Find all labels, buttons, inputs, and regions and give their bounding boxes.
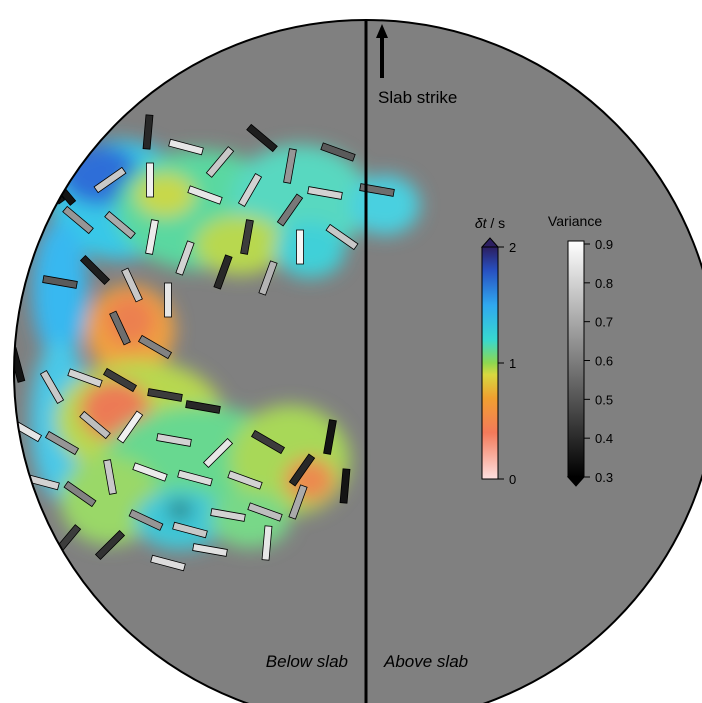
splitting-bar [187,185,223,205]
splitting-bar [132,462,168,482]
splitting-bar [250,429,286,455]
splitting-bar [109,310,131,346]
splitting-bar [121,267,143,303]
splitting-bar [325,223,359,251]
splitting-bar [14,347,26,383]
splitting-bar [205,146,235,178]
splitting-bar [307,186,343,200]
variance-tick: 0.5 [595,392,613,407]
delay-time-colorbar: δt / s 2 1 0 [475,215,516,487]
splitting-bar [339,468,351,504]
splitting-bar [296,229,304,265]
variance-tick: 0.4 [595,431,613,446]
splitting-bar [104,210,136,240]
variance-tick: 0.8 [595,276,613,291]
splitting-bar [62,205,94,235]
below-slab-label: Below slab [266,652,348,671]
splitting-bar [288,453,316,487]
splitting-bar [283,148,297,184]
splitting-bar [288,484,308,520]
delay-time-tick: 0 [509,472,516,487]
splitting-bar [103,459,117,495]
splitting-bar [227,470,263,490]
delay-time-tick: 2 [509,240,516,255]
variance-colorbar: Variance 0.3 0.4 0.5 0.6 0.7 0.8 0.9 [548,213,613,487]
variance-tick: 0.9 [595,237,613,252]
variance-colorbar-title: Variance [548,213,602,229]
splitting-bar [359,183,395,197]
splitting-bar [320,142,356,162]
splitting-bar [246,123,278,153]
splitting-bar [150,554,186,572]
splitting-bar [93,166,127,194]
splitting-bar [192,543,228,557]
splitting-bar [261,525,273,561]
splitting-bar [102,367,138,393]
splitting-bar [38,171,66,205]
delay-time-colorbar-title: δt / s [475,215,505,231]
splitting-bar [94,529,126,561]
splitting-bar [63,480,97,508]
splitting-bar [258,260,278,296]
splitting-bar [67,368,103,388]
delay-time-tick: 1 [509,356,516,371]
slab-strike-label: Slab strike [378,88,457,107]
slab-strike-arrow [376,24,388,78]
variance-tick: 0.7 [595,315,613,330]
splitting-bar [116,410,144,444]
splitting-bar [210,508,246,522]
splitting-bar [79,410,111,440]
splitting-bar [240,219,254,255]
splitting-bar [39,369,65,405]
splitting-bar [142,114,154,150]
splitting-bar [172,521,208,539]
splitting-bar [146,162,154,198]
splitting-bar [177,469,213,487]
splitting-bar [175,240,195,276]
variance-tick: 0.6 [595,354,613,369]
splitting-bar [202,437,234,469]
delay-time-field [30,140,420,550]
splitting-bar [168,138,204,156]
splitting-bar [247,502,283,522]
splitting-bar [44,430,80,456]
splitting-bar [145,219,159,255]
splitting-bar [276,193,304,227]
splitting-bar [156,433,192,447]
splitting-bar [42,275,78,289]
splitting-bar [237,172,263,208]
splitting-bar [137,334,173,360]
splitting-bar [79,254,111,286]
splitting-bar [323,419,337,455]
splitting-bar [147,388,183,402]
splitting-bar [128,509,164,531]
splitting-bar [164,282,172,318]
above-slab-label: Above slab [383,652,468,671]
variance-tick: 0.3 [595,470,613,485]
splitting-bar [213,254,233,290]
splitting-bar [185,400,221,414]
